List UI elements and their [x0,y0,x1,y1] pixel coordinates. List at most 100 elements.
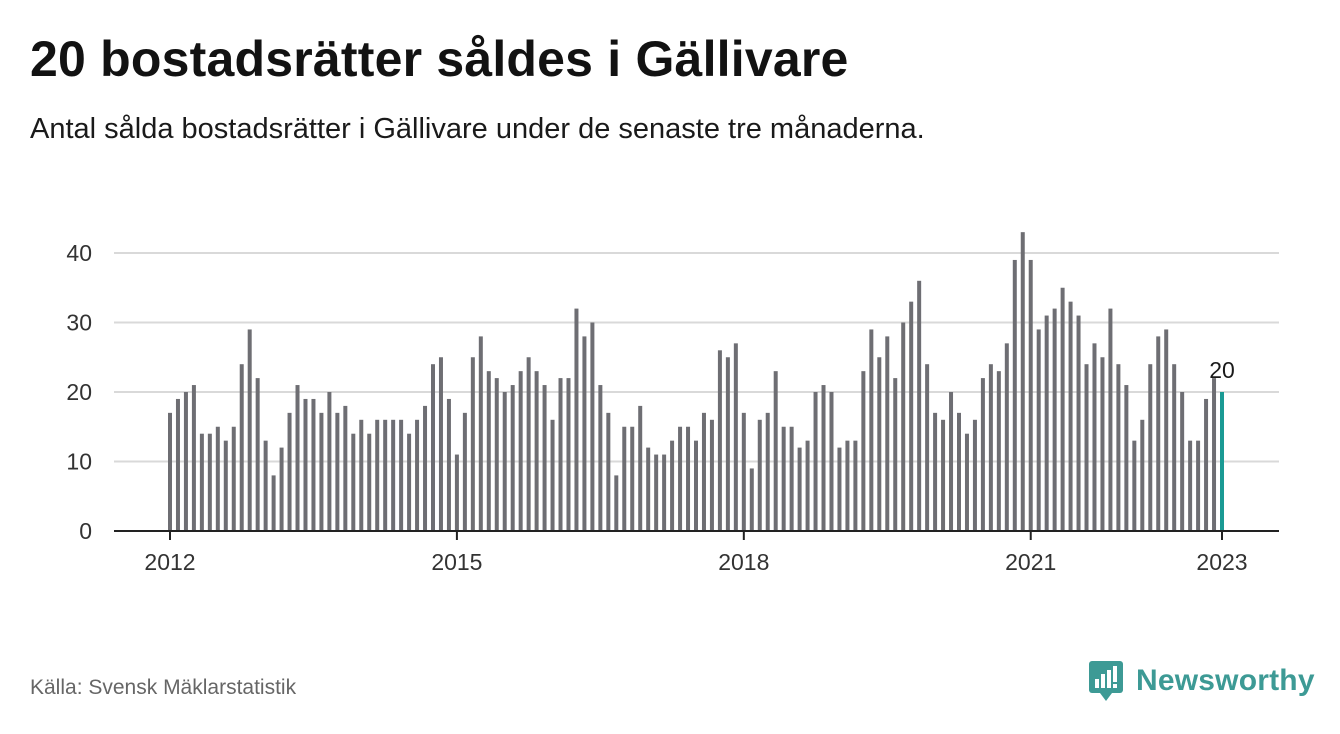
bar [1140,419,1145,531]
bar [821,385,826,531]
highlight-value-label: 20 [1209,357,1235,383]
bar [1164,329,1169,531]
bar [1188,440,1193,531]
bar [550,419,555,531]
bar [231,426,236,531]
bar [279,447,284,531]
bar [199,433,204,531]
bar [263,440,268,531]
x-tick-label: 2023 [1196,549,1247,575]
bar [972,419,977,531]
bar [861,371,866,531]
bar [590,322,595,531]
bar [534,371,539,531]
bar [271,475,276,531]
bar [446,398,451,531]
bar [1100,357,1105,531]
bar [399,419,404,531]
bar [1132,440,1137,531]
bar [1196,440,1201,531]
bar [223,440,228,531]
bar [526,357,531,531]
bar [1172,364,1177,531]
bar [351,433,356,531]
bar [335,412,340,531]
bar [359,419,364,531]
bar [375,419,380,531]
bar [1180,392,1185,531]
bar [566,378,571,531]
bar [183,392,188,531]
x-tick-label: 2012 [144,549,195,575]
bar [909,301,914,531]
bar [423,405,428,531]
bar [853,440,858,531]
bar [988,364,993,531]
bar [1148,364,1153,531]
bar [893,378,898,531]
bar [1028,259,1033,531]
bar [168,412,172,531]
x-tick-label: 2018 [718,549,769,575]
bar [295,385,300,531]
bar [646,447,651,531]
y-tick-label: 0 [79,518,92,544]
bar [383,419,388,531]
bar [901,322,906,531]
bar [797,447,802,531]
bar [694,440,698,531]
bar [1012,259,1017,531]
bar [518,371,523,531]
y-tick-label: 40 [66,240,92,266]
bar [933,412,938,531]
bar [869,329,874,531]
bar [885,336,890,531]
bar [670,440,675,531]
bar [1084,364,1089,531]
bar [431,364,435,531]
bar [486,371,491,531]
chart-subtitle: Antal sålda bostadsrätter i Gällivare un… [30,113,925,145]
x-tick-label: 2021 [1005,549,1056,575]
chart-title: 20 bostadsrätter såldes i Gällivare [30,31,849,87]
bar [725,357,730,531]
bar [215,426,220,531]
x-tick-label: 2015 [431,549,482,575]
bar [813,392,818,531]
bar [877,357,882,531]
bar [239,364,244,531]
bar [837,447,842,531]
bar [598,385,603,531]
bar [701,412,706,531]
bar [773,371,778,531]
bar [494,378,499,531]
bar [606,412,611,531]
y-tick-label: 30 [66,310,92,336]
brand-logo: Newsworthy [1088,659,1315,703]
bar [1116,364,1121,531]
bar [454,454,459,531]
bar [1204,398,1209,531]
bar [980,378,985,531]
bar [574,308,579,531]
annotations: 20 [1209,357,1235,383]
bar [1108,308,1113,531]
bar [996,371,1001,531]
bar-highlight [1220,392,1224,531]
bar [1156,336,1161,531]
bar [630,426,635,531]
bar [470,357,475,531]
bar [438,357,443,531]
bar [1052,308,1057,531]
bar [789,426,794,531]
bar [957,412,961,531]
bar [614,475,619,531]
bar [303,398,308,531]
bar [1068,301,1073,531]
bar [1124,385,1129,531]
bar [757,419,762,531]
bar [941,419,946,531]
bar [255,378,260,531]
bar [542,385,547,531]
bar [964,433,969,531]
